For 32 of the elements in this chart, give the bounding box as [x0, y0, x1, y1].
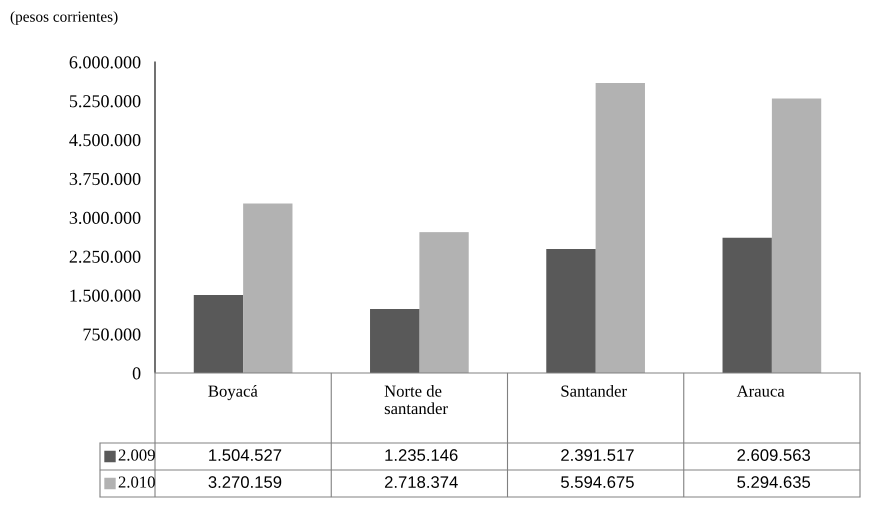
y-tick-label: 5.250.000	[70, 95, 140, 108]
legend-label: 2.010	[118, 476, 155, 488]
bar	[243, 203, 292, 373]
data-label: 5.294.635	[737, 476, 810, 488]
x-tick-label: Norte de santander	[384, 385, 448, 414]
y-tick-label: 1.500.000	[70, 290, 140, 302]
y-tick-label: 4.500.000	[69, 134, 140, 146]
bar	[546, 249, 596, 373]
y-axis-title: (pesos corrientes)	[10, 11, 118, 25]
data-label: 2.391.517	[561, 449, 634, 461]
bar	[722, 238, 772, 373]
data-label: 2.718.374	[384, 476, 458, 488]
bar	[772, 98, 822, 373]
x-tick-label: Boyacá	[208, 385, 258, 400]
bar	[370, 308, 420, 373]
bar	[194, 295, 244, 373]
legend-label: 2.009	[118, 449, 155, 461]
y-tick-label: 750.000	[84, 328, 140, 341]
y-tick-label: 3.000.000	[70, 212, 140, 224]
bar	[596, 83, 645, 373]
y-tick-label: 0	[132, 367, 140, 380]
y-tick-label: 6.000.000	[70, 56, 140, 69]
y-tick-label: 2.250.000	[70, 250, 140, 263]
data-label: 5.594.675	[561, 476, 634, 488]
y-tick-label: 3.750.000	[70, 172, 140, 186]
bar	[419, 232, 469, 373]
data-label: 2.609.563	[737, 449, 810, 461]
data-label: 1.235.146	[385, 449, 458, 461]
x-tick-label: Arauca	[736, 386, 785, 397]
data-label: 1.504.527	[209, 449, 282, 461]
data-label: 3.270.159	[208, 476, 282, 488]
x-tick-label: Santander	[561, 385, 627, 397]
